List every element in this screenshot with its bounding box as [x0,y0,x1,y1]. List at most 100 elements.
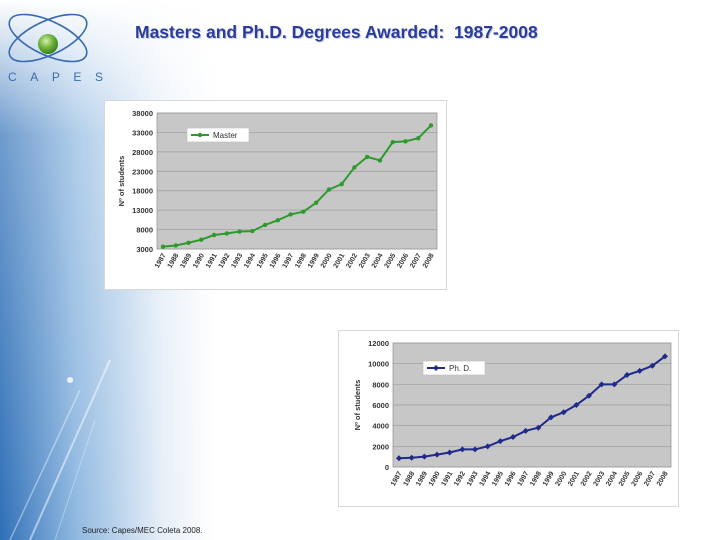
x-tick-label: 1991 [441,470,455,487]
capes-logo: C A P E S [0,0,110,90]
data-point [497,438,504,445]
data-point [428,123,434,128]
source-note: Source: Capes/MEC Coleta 2008. [82,526,203,535]
y-tick-label: 0 [385,463,389,472]
x-tick-label: 1996 [504,470,518,487]
data-point [472,446,478,453]
data-point [339,181,344,187]
data-point [548,414,554,421]
data-point [624,372,630,379]
y-tick-label: 2000 [372,442,389,451]
x-tick-label: 2004 [605,470,619,487]
data-point [560,409,567,416]
x-tick-label: 2006 [631,470,645,487]
logo-letters: C A P E S [8,70,103,84]
y-tick-label: 4000 [372,422,389,431]
legend-marker [197,132,203,138]
data-point [396,455,402,462]
x-tick-label: 1997 [517,470,531,487]
data-point [352,165,357,170]
x-tick-label: 2000 [320,252,334,269]
data-point [510,434,516,441]
legend-box [422,360,486,376]
y-tick-label: 8000 [372,380,389,389]
x-tick-label: 1990 [192,252,206,269]
master-chart-panel: 3000 8000 13000 18000 23000 28000 33000 38000 Nº… [104,100,447,290]
y-tick-label: 28000 [132,148,153,157]
data-point [326,187,332,192]
x-tick-label: 2002 [345,252,359,269]
x-tick-label: 2008 [656,470,670,487]
logo-letter: S [94,70,103,84]
data-point [636,367,643,374]
y-tick-label: 10000 [368,360,389,369]
legend-label: Ph. D. [449,364,471,373]
data-point [211,232,217,238]
x-tick-label: 1997 [281,252,295,269]
data-point [160,244,166,249]
x-tick-label: 1994 [479,470,493,487]
data-point [199,237,204,242]
x-tick-label: 1988 [167,252,181,269]
logo-letter: E [73,70,82,84]
x-tick-label: 2001 [567,470,581,487]
y-axis-label: Nº of students [353,380,362,431]
y-tick-label: 23000 [132,167,153,176]
logo-letter: C [8,70,17,84]
page-title: Masters and Ph.D. Degrees Awarded: 1987-… [135,22,538,42]
data-point [262,222,268,228]
x-tick-label: 1998 [529,470,543,487]
data-point [459,446,466,453]
data-point [173,243,178,248]
x-tick-label: 2002 [580,470,594,487]
phd-chart: 0 2000 4000 6000 8000 10000 12000 Nº of student… [353,339,672,487]
data-point [186,240,191,245]
data-point [390,139,395,145]
x-tick-label: 1995 [256,252,270,269]
data-point [408,454,415,461]
y-tick-label: 33000 [132,128,153,137]
x-tick-label: 1988 [403,470,417,487]
x-tick-label: 1999 [542,470,556,487]
y-tick-label: 8000 [136,226,153,235]
y-tick-label: 38000 [132,109,153,118]
data-point [611,381,618,388]
data-point [364,154,370,160]
x-tick-label: 2006 [396,252,410,269]
x-tick-label: 1995 [491,470,505,487]
y-tick-label: 18000 [132,187,153,196]
y-axis-label: Nº of students [117,156,126,207]
data-point [301,209,306,214]
x-tick-label: 2007 [409,252,423,269]
series-line [398,355,666,460]
data-point [522,427,529,434]
series-line [162,124,432,248]
x-tick-label: 2005 [384,252,398,269]
x-tick-label: 1992 [453,470,467,487]
x-tick-label: 2008 [422,252,436,269]
data-point [275,218,281,223]
data-point [662,353,668,360]
data-point [313,200,319,205]
x-tick-label: 2000 [555,470,569,487]
data-point [416,136,421,141]
data-point [288,212,293,217]
x-tick-label: 2003 [358,252,372,269]
x-tick-label: 2005 [618,470,632,487]
y-tick-label: 13000 [132,206,153,215]
data-point [649,362,656,369]
x-tick-label: 1991 [205,252,219,269]
data-point [377,158,383,163]
data-point [434,451,440,458]
data-point [484,443,491,450]
x-tick-label: 1993 [466,470,480,487]
data-point [250,228,255,234]
phd-chart-panel: 0 2000 4000 6000 8000 10000 12000 Nº of student… [338,330,679,507]
data-point [598,381,605,388]
data-point [446,449,453,456]
data-point [573,402,580,408]
x-tick-label: 2007 [643,470,657,487]
x-tick-label: 1987 [390,470,404,487]
x-tick-label: 2004 [371,252,385,269]
x-tick-label: 1989 [179,252,193,269]
